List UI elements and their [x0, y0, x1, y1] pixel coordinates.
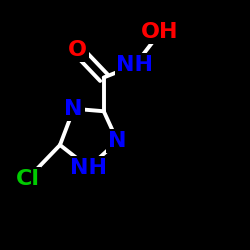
- Text: O: O: [68, 40, 87, 60]
- Text: N: N: [64, 99, 83, 119]
- Text: N: N: [108, 131, 127, 151]
- Text: NH: NH: [116, 55, 154, 75]
- Text: Cl: Cl: [16, 169, 40, 189]
- Text: OH: OH: [141, 22, 179, 42]
- Text: NH: NH: [70, 158, 107, 178]
